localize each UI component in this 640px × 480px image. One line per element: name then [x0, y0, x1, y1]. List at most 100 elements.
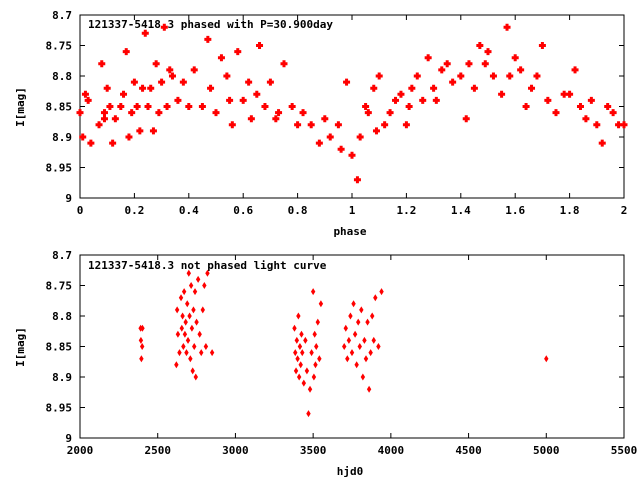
- data-point: [197, 330, 202, 338]
- tick-layer: 2000 2500 3000 3500 4000 4500 5000 5500 8.7 8.75 8…: [46, 249, 638, 457]
- y-tick-label: 8.95: [46, 402, 73, 415]
- x-tick-label: 5000: [533, 444, 560, 457]
- y-tick-label: 9: [65, 432, 72, 445]
- data-point: [307, 385, 313, 393]
- y-tick-label: 8.9: [52, 131, 72, 144]
- data-point: [571, 66, 579, 74]
- data-point: [544, 96, 552, 104]
- data-point: [293, 349, 298, 357]
- data-point: [379, 288, 384, 296]
- data-point: [247, 115, 255, 123]
- data-point: [413, 72, 421, 80]
- data-point: [449, 78, 457, 86]
- data-point: [261, 103, 269, 110]
- data-point: [430, 84, 438, 92]
- data-point: [312, 330, 317, 338]
- data-point: [544, 355, 549, 363]
- data-point: [128, 109, 136, 117]
- data-point: [552, 109, 560, 117]
- data-point: [343, 78, 351, 86]
- data-point: [366, 385, 372, 393]
- data-point: [275, 109, 283, 117]
- data-point: [593, 121, 601, 129]
- data-point: [187, 312, 192, 320]
- y-tick-label: 8.7: [52, 249, 72, 262]
- data-point: [465, 60, 473, 68]
- data-point: [160, 23, 168, 31]
- data-point: [348, 151, 356, 159]
- data-point: [188, 282, 194, 289]
- y-axis-label: I[mag]: [14, 87, 27, 127]
- data-point: [296, 373, 302, 381]
- data-point: [620, 121, 628, 129]
- data-point: [528, 84, 536, 92]
- data-point: [130, 78, 138, 86]
- data-point: [346, 336, 352, 344]
- data-point: [184, 349, 189, 357]
- data-point: [297, 343, 303, 350]
- data-point: [226, 96, 234, 104]
- y-tick-label: 8.7: [52, 9, 72, 22]
- data-point: [304, 367, 310, 375]
- data-point: [443, 60, 451, 68]
- data-point: [381, 121, 389, 129]
- data-point: [192, 343, 197, 350]
- data-point: [139, 355, 144, 363]
- data-point: [609, 109, 617, 117]
- x-tick-label: 0.8: [288, 204, 308, 217]
- data-point: [202, 282, 207, 289]
- data-point: [195, 275, 201, 283]
- data-point: [517, 66, 525, 74]
- y-tick-label: 8.85: [46, 341, 73, 354]
- x-tick-label: 3500: [300, 444, 327, 457]
- data-point: [352, 330, 358, 338]
- data-point: [298, 361, 303, 369]
- x-tick-label: 4000: [378, 444, 405, 457]
- data-point: [582, 115, 590, 123]
- data-point: [179, 78, 187, 86]
- data-point: [180, 312, 185, 320]
- plot-title: 121337-5418.3 phased with P=30.900day: [88, 18, 333, 31]
- data-point: [174, 306, 180, 314]
- data-point: [356, 318, 361, 326]
- data-point: [186, 269, 191, 277]
- data-point: [106, 103, 114, 110]
- data-point: [360, 373, 366, 381]
- data-point: [354, 361, 359, 369]
- data-point: [362, 103, 370, 110]
- data-point: [566, 90, 574, 98]
- data-point: [182, 330, 188, 338]
- data-point: [506, 72, 514, 80]
- y-tick-label: 8.85: [46, 101, 73, 114]
- data-point: [349, 349, 355, 357]
- data-point: [587, 96, 595, 104]
- data-point: [307, 121, 315, 129]
- data-point: [190, 367, 195, 375]
- data-point: [359, 306, 364, 314]
- data-point: [177, 349, 182, 357]
- data-point: [125, 133, 133, 141]
- data-point: [205, 269, 210, 277]
- data-point: [470, 84, 478, 92]
- data-point: [343, 324, 348, 332]
- data-point: [292, 324, 297, 332]
- data-point: [370, 312, 375, 320]
- y-tick-label: 9: [65, 192, 72, 205]
- data-point: [76, 109, 84, 117]
- tick-layer: 0 0.2 0.4 0.6 0.8 1 1.2 1.4 1.6 1.8 2 8.7 8.75 8.8 8.8…: [46, 9, 628, 217]
- data-point: [209, 349, 215, 357]
- data-point: [376, 343, 381, 350]
- x-tick-label: 0.2: [124, 204, 144, 217]
- data-point: [253, 90, 261, 98]
- data-point: [498, 90, 506, 98]
- data-point: [166, 66, 174, 74]
- data-point: [405, 103, 413, 110]
- data-point: [188, 355, 193, 363]
- data-point: [371, 336, 376, 344]
- data-point: [306, 410, 311, 418]
- data-point: [364, 109, 372, 117]
- data-point: [138, 336, 144, 344]
- data-point: [300, 349, 305, 357]
- data-point: [266, 78, 274, 86]
- data-point: [373, 294, 378, 302]
